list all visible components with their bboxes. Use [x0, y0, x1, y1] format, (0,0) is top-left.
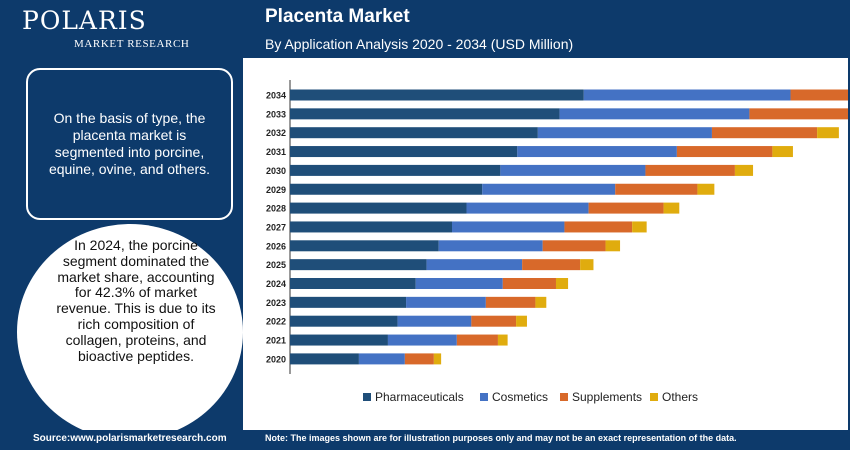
bar-pharmaceuticals-2030 [290, 164, 501, 176]
bar-cosmetics-2022 [397, 315, 472, 327]
y-tick-label: 2023 [266, 298, 286, 308]
bar-pharmaceuticals-2029 [290, 183, 483, 195]
y-tick-label: 2020 [266, 354, 286, 364]
disclaimer-note: Note: The images shown are for illustrat… [265, 433, 737, 443]
segmentation-info-box: On the basis of type, the placenta marke… [26, 68, 233, 220]
bar-others-2024 [555, 278, 569, 289]
bar-cosmetics-2023 [406, 296, 486, 308]
bar-supplements-2022 [471, 315, 517, 327]
legend-swatch-supplements [560, 393, 568, 401]
bar-supplements-2030 [645, 164, 735, 176]
bar-others-2023 [535, 296, 547, 308]
bar-pharmaceuticals-2025 [290, 259, 427, 271]
segmentation-info-text: On the basis of type, the placenta marke… [48, 110, 211, 177]
bar-cosmetics-2028 [466, 202, 589, 214]
bar-supplements-2021 [456, 334, 498, 346]
bar-cosmetics-2029 [482, 183, 616, 195]
chart-subtitle: By Application Analysis 2020 - 2034 (USD… [265, 36, 574, 52]
bar-cosmetics-2020 [358, 353, 405, 365]
bar-supplements-2027 [564, 221, 633, 233]
bar-others-2031 [772, 146, 793, 158]
bar-others-2030 [734, 164, 754, 176]
bar-pharmaceuticals-2022 [290, 315, 398, 327]
bar-others-2027 [632, 221, 647, 233]
stacked-bar-chart: 2034 2033 2032 2031 2030 2029 2028 2027 2026 2025… [266, 80, 848, 404]
y-tick-label: 2030 [266, 166, 286, 176]
bar-supplements-2025 [522, 259, 581, 271]
legend-label-others: Others [662, 390, 698, 404]
bar-cosmetics-2026 [438, 240, 543, 252]
y-tick-label: 2025 [266, 260, 286, 270]
bar-pharmaceuticals-2031 [290, 146, 518, 158]
y-tick-label: 2024 [266, 279, 286, 289]
y-tick-label: 2028 [266, 204, 286, 214]
bar-cosmetics-2024 [415, 278, 503, 289]
highlight-circle-text: In 2024, the porcine segment dominated t… [56, 237, 216, 364]
bar-pharmaceuticals-2032 [290, 127, 538, 139]
bar-pharmaceuticals-2023 [290, 296, 407, 308]
bar-supplements-2034 [790, 89, 848, 101]
legend-swatch-pharmaceuticals [363, 393, 371, 401]
bar-pharmaceuticals-2026 [290, 240, 439, 252]
bar-supplements-2028 [588, 202, 664, 214]
y-tick-label: 2026 [266, 241, 286, 251]
bar-cosmetics-2034 [583, 89, 791, 101]
legend-label-pharmaceuticals: Pharmaceuticals [375, 390, 464, 404]
bar-cosmetics-2031 [517, 146, 677, 158]
bar-cosmetics-2033 [559, 108, 750, 120]
bar-others-2029 [697, 183, 715, 195]
legend-swatch-cosmetics [480, 393, 488, 401]
legend-label-cosmetics: Cosmetics [492, 390, 548, 404]
legend-label-supplements: Supplements [572, 390, 642, 404]
bar-supplements-2026 [542, 240, 606, 252]
bar-pharmaceuticals-2033 [290, 108, 560, 120]
bar-cosmetics-2021 [387, 334, 457, 346]
y-tick-label: 2022 [266, 317, 286, 327]
bar-supplements-2029 [615, 183, 698, 195]
bar-cosmetics-2025 [426, 259, 523, 271]
y-tick-label: 2029 [266, 185, 286, 195]
logo-tagline: MARKET RESEARCH [74, 38, 190, 50]
footer-bar [0, 430, 850, 450]
bar-supplements-2023 [485, 296, 536, 308]
y-tick-label: 2032 [266, 128, 286, 138]
bar-others-2022 [516, 315, 527, 327]
bar-supplements-2031 [676, 146, 773, 158]
y-tick-label: 2027 [266, 222, 286, 232]
bar-others-2021 [497, 334, 508, 346]
y-tick-label: 2034 [266, 91, 286, 101]
bar-supplements-2020 [404, 353, 434, 365]
bar-others-2026 [605, 240, 621, 252]
y-tick-label: 2031 [266, 147, 286, 157]
bar-others-2032 [817, 127, 839, 139]
y-tick-label: 2021 [266, 336, 286, 346]
source-text: Source:www.polarismarketresearch.com [33, 433, 227, 444]
bar-cosmetics-2032 [537, 127, 712, 139]
bar-pharmaceuticals-2020 [290, 353, 359, 365]
header-bar [0, 0, 850, 58]
bar-pharmaceuticals-2028 [290, 202, 467, 214]
chart-title: Placenta Market [265, 6, 410, 27]
legend-swatch-others [650, 393, 658, 401]
logo-wordmark: POLARIS [22, 6, 147, 35]
y-tick-label: 2033 [266, 109, 286, 119]
bar-others-2020 [433, 353, 442, 365]
bar-supplements-2033 [749, 108, 848, 120]
bar-pharmaceuticals-2034 [290, 89, 584, 101]
bar-others-2025 [580, 259, 594, 271]
bar-supplements-2024 [502, 278, 556, 289]
bar-pharmaceuticals-2024 [290, 278, 416, 289]
highlight-circle [17, 224, 243, 440]
bar-pharmaceuticals-2021 [290, 334, 388, 346]
bar-supplements-2032 [711, 127, 818, 139]
bar-pharmaceuticals-2027 [290, 221, 453, 233]
polaris-logo: POLARIS MARKET RESEARCH [22, 6, 237, 54]
bar-others-2028 [663, 202, 680, 214]
bar-cosmetics-2027 [452, 221, 565, 233]
bar-cosmetics-2030 [500, 164, 646, 176]
